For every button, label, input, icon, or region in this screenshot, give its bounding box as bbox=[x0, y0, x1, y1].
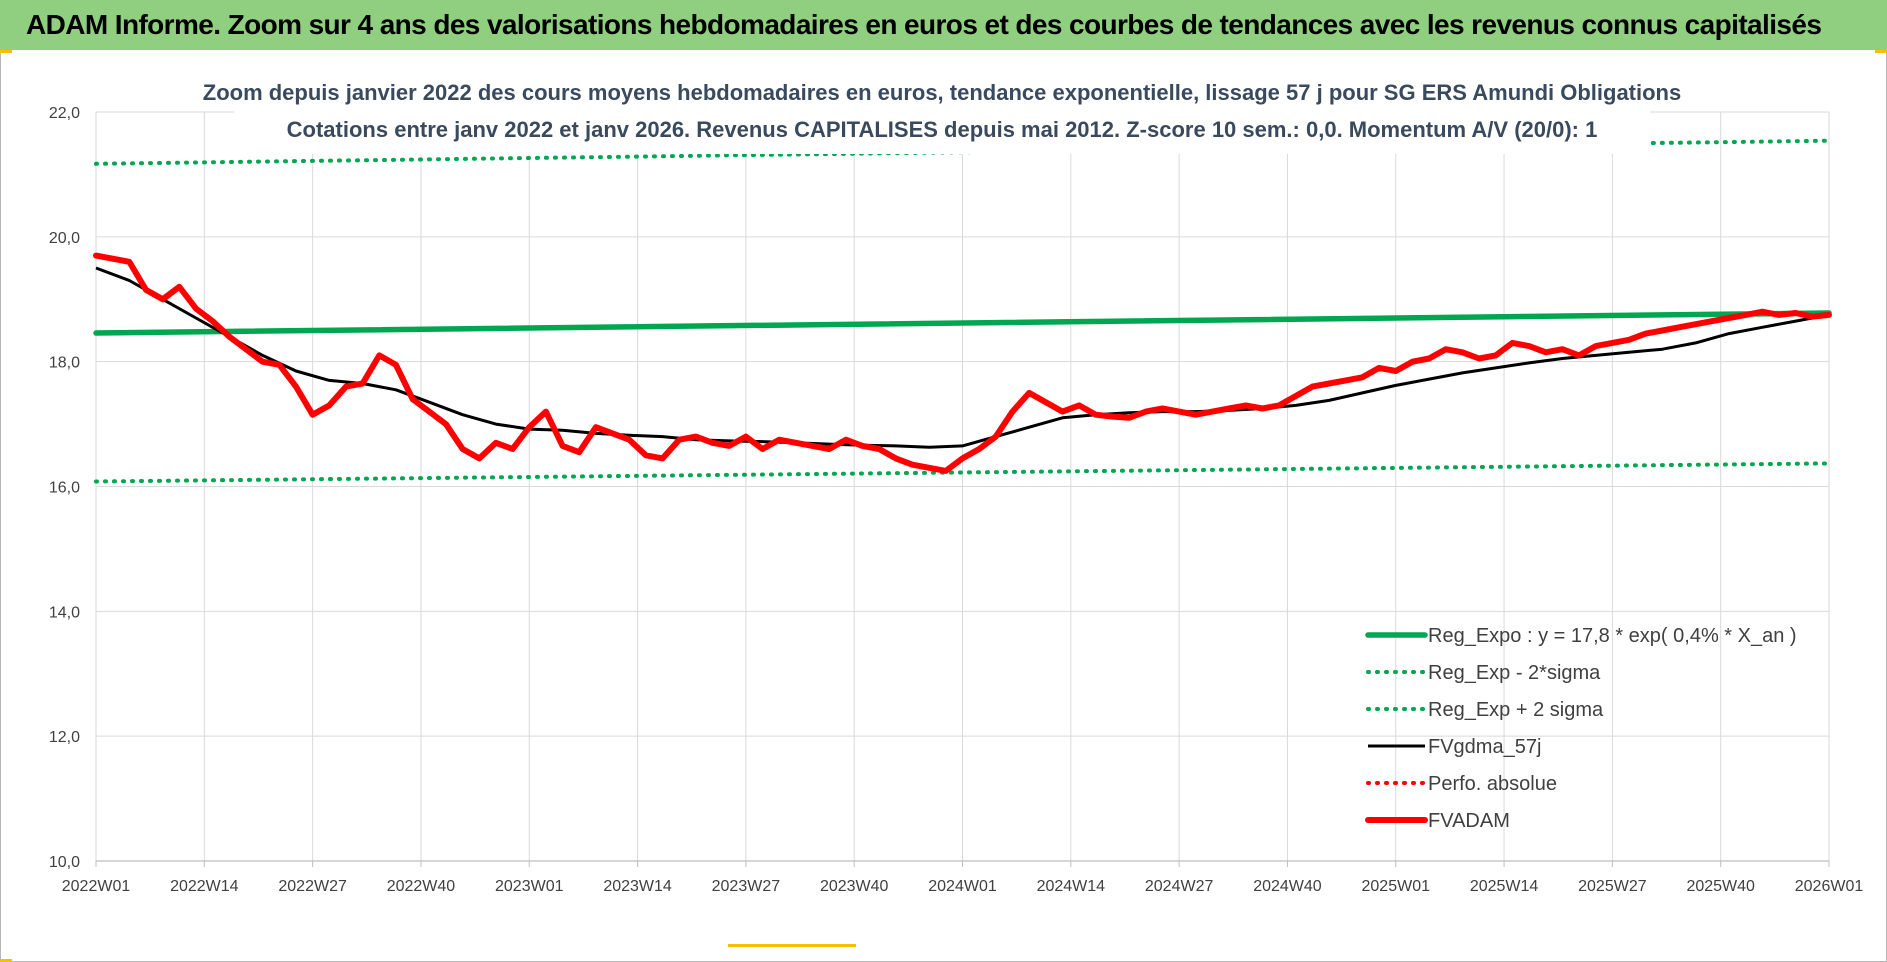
series-line-0 bbox=[93, 310, 1832, 336]
series-line-1 bbox=[94, 461, 1831, 484]
x-tick-label-0: 2022W01 bbox=[62, 878, 131, 895]
legend-label-4: Perfo. absolue bbox=[1428, 773, 1557, 795]
x-tick-label-14: 2025W27 bbox=[1578, 878, 1647, 895]
corner-mark-bottom-left bbox=[0, 959, 12, 962]
y-tick-label-0: 10,0 bbox=[49, 854, 80, 871]
y-tick-label-6: 22,0 bbox=[49, 105, 80, 122]
legend-label-2: Reg_Exp + 2 sigma bbox=[1428, 699, 1604, 721]
x-tick-label-1: 2022W14 bbox=[170, 878, 239, 895]
chart-title-line-2: Cotations entre janv 2022 et janv 2026. … bbox=[287, 117, 1598, 142]
y-tick-label-4: 18,0 bbox=[49, 355, 80, 372]
report-title: ADAM Informe. Zoom sur 4 ans des valoris… bbox=[26, 9, 1822, 40]
x-axis-ticks: 2022W01 2022W14 2022W27 2022W40 2023W01 2023W… bbox=[62, 878, 1864, 895]
x-tick-label-15: 2025W40 bbox=[1686, 878, 1755, 895]
x-tick-label-6: 2023W27 bbox=[712, 878, 781, 895]
chart-title-background bbox=[234, 70, 1650, 154]
x-tick-label-13: 2025W14 bbox=[1470, 878, 1539, 895]
x-tick-label-10: 2024W27 bbox=[1145, 878, 1214, 895]
corner-mark-bottom bbox=[728, 944, 856, 947]
x-tick-label-12: 2025W01 bbox=[1362, 878, 1431, 895]
legend-label-3: FVgdma_57j bbox=[1428, 736, 1541, 758]
x-tick-label-11: 2024W40 bbox=[1253, 878, 1322, 895]
y-axis-ticks: 10,0 12,0 14,0 16,0 18,0 20,0 22,0 bbox=[49, 105, 80, 871]
x-tick-label-4: 2023W01 bbox=[495, 878, 564, 895]
legend-label-5: FVADAM bbox=[1428, 810, 1510, 832]
x-tick-label-9: 2024W14 bbox=[1037, 878, 1106, 895]
series-line-5 bbox=[93, 252, 1832, 474]
legend-label-0: Reg_Expo : y = 17,8 * exp( 0,4% * X_an ) bbox=[1428, 625, 1797, 647]
grid bbox=[95, 111, 1830, 867]
x-tick-label-3: 2022W40 bbox=[387, 878, 456, 895]
x-tick-label-16: 2026W01 bbox=[1795, 878, 1864, 895]
corner-mark-right bbox=[1875, 50, 1887, 53]
x-tick-label-8: 2024W01 bbox=[928, 878, 997, 895]
series-line-3 bbox=[95, 266, 1830, 449]
x-tick-label-2: 2022W27 bbox=[278, 878, 347, 895]
chart-title-line-1: Zoom depuis janvier 2022 des cours moyen… bbox=[203, 80, 1681, 105]
y-tick-label-2: 14,0 bbox=[49, 604, 80, 621]
x-tick-label-5: 2023W14 bbox=[603, 878, 672, 895]
x-tick-label-7: 2023W40 bbox=[820, 878, 889, 895]
y-tick-label-3: 16,0 bbox=[49, 480, 80, 497]
y-tick-label-1: 12,0 bbox=[49, 729, 80, 746]
corner-mark-left bbox=[0, 50, 12, 53]
legend-label-1: Reg_Exp - 2*sigma bbox=[1428, 662, 1601, 684]
y-tick-label-5: 20,0 bbox=[49, 230, 80, 247]
legend: Reg_Expo : y = 17,8 * exp( 0,4% * X_an )… bbox=[1365, 625, 1797, 832]
report-banner: ADAM Informe. Zoom sur 4 ans des valoris… bbox=[0, 0, 1887, 50]
